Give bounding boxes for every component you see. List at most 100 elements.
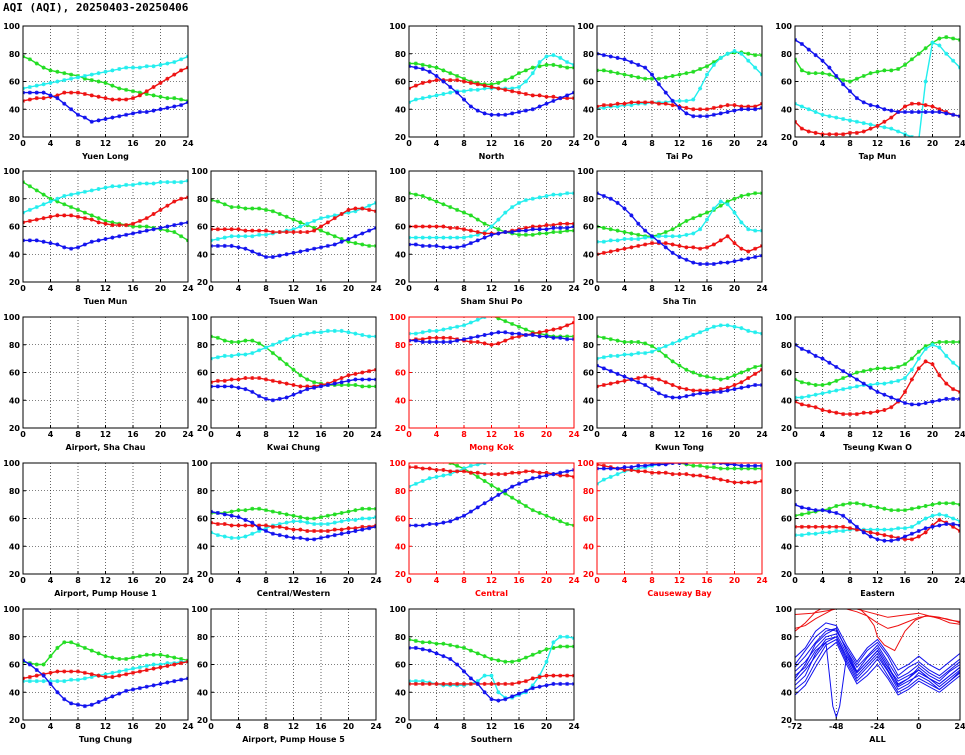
x-tick-label: 24 bbox=[182, 139, 194, 148]
data-point-green bbox=[243, 206, 248, 211]
data-point-red bbox=[236, 523, 241, 528]
data-point-blue bbox=[503, 230, 508, 235]
data-point-green bbox=[413, 61, 418, 66]
data-point-cyan bbox=[165, 180, 170, 185]
data-point-blue bbox=[650, 387, 654, 392]
x-tick-label: 12 bbox=[100, 139, 111, 148]
data-point-red bbox=[523, 225, 528, 230]
data-point-blue bbox=[441, 339, 446, 344]
data-point-green bbox=[725, 466, 730, 471]
data-point-cyan bbox=[923, 79, 928, 84]
data-point-red bbox=[222, 227, 227, 232]
x-tick-label: 12 bbox=[100, 430, 111, 439]
data-point-green bbox=[158, 94, 163, 99]
data-point-green bbox=[711, 60, 716, 65]
data-point-red bbox=[151, 666, 156, 671]
x-tick-label: 4 bbox=[48, 722, 54, 731]
data-point-blue bbox=[705, 114, 709, 119]
data-point-green bbox=[428, 457, 432, 461]
data-point-cyan bbox=[551, 307, 555, 311]
data-point-cyan bbox=[636, 351, 641, 356]
y-tick-label: 20 bbox=[781, 716, 793, 725]
data-point-blue bbox=[158, 107, 163, 112]
data-point-blue bbox=[636, 380, 641, 385]
y-tick-label: 100 bbox=[577, 167, 594, 176]
data-point-blue bbox=[468, 241, 473, 246]
panel-label: Causeway Bay bbox=[647, 589, 712, 598]
data-point-cyan bbox=[622, 352, 627, 357]
plot-area bbox=[409, 634, 574, 703]
data-point-cyan bbox=[629, 236, 634, 241]
data-point-red bbox=[325, 220, 330, 225]
data-point-cyan bbox=[937, 43, 942, 48]
data-point-green bbox=[510, 495, 515, 500]
data-point-green bbox=[117, 86, 122, 91]
data-point-cyan bbox=[144, 181, 149, 186]
x-tick-label: 24 bbox=[370, 430, 382, 439]
x-tick-label: 12 bbox=[288, 430, 299, 439]
data-point-cyan bbox=[753, 330, 758, 335]
data-point-red bbox=[96, 94, 101, 99]
data-point-blue bbox=[799, 42, 804, 47]
data-point-blue bbox=[746, 463, 751, 468]
data-point-green bbox=[435, 458, 439, 462]
data-point-blue bbox=[909, 531, 914, 536]
data-point-blue bbox=[951, 396, 956, 401]
data-point-cyan bbox=[930, 40, 935, 45]
data-point-cyan bbox=[739, 326, 744, 331]
y-tick-label: 20 bbox=[583, 570, 595, 579]
data-point-red bbox=[270, 230, 275, 235]
data-point-green bbox=[601, 225, 606, 230]
data-point-green bbox=[923, 504, 928, 509]
y-tick-label: 40 bbox=[197, 688, 209, 697]
data-point-red bbox=[608, 381, 613, 386]
data-point-red bbox=[413, 224, 418, 229]
data-point-cyan bbox=[719, 457, 723, 461]
data-point-green bbox=[636, 339, 641, 344]
data-point-green bbox=[89, 78, 94, 83]
x-tick-label: 12 bbox=[674, 139, 685, 148]
data-point-green bbox=[854, 501, 859, 506]
data-point-red bbox=[455, 681, 460, 686]
data-point-blue bbox=[930, 399, 935, 404]
data-point-red bbox=[434, 681, 439, 686]
data-point-red bbox=[705, 245, 709, 250]
y-tick-label: 60 bbox=[197, 223, 209, 232]
data-point-red bbox=[951, 524, 956, 529]
data-point-cyan bbox=[677, 98, 682, 103]
data-point-cyan bbox=[89, 188, 94, 193]
y-tick-label: 40 bbox=[395, 542, 407, 551]
x-tick-label: 4 bbox=[236, 430, 242, 439]
data-point-cyan bbox=[677, 338, 682, 343]
x-tick-label: 0 bbox=[20, 430, 26, 439]
x-tick-label: 8 bbox=[461, 430, 467, 439]
data-point-cyan bbox=[608, 353, 613, 358]
data-point-blue bbox=[34, 238, 39, 243]
y-tick-label: 20 bbox=[9, 133, 21, 142]
data-point-cyan bbox=[841, 116, 846, 121]
y-tick-label: 40 bbox=[9, 396, 21, 405]
data-point-red bbox=[179, 661, 184, 666]
data-point-red bbox=[684, 105, 689, 110]
data-point-red bbox=[601, 103, 606, 108]
data-point-blue bbox=[325, 243, 330, 248]
y-tick-label: 100 bbox=[3, 313, 20, 322]
data-point-green bbox=[923, 46, 928, 51]
data-point-green bbox=[889, 366, 894, 371]
data-point-blue bbox=[629, 377, 634, 382]
data-point-red bbox=[677, 472, 682, 477]
data-point-blue bbox=[608, 369, 613, 374]
data-point-blue bbox=[27, 662, 32, 667]
data-point-red bbox=[544, 470, 549, 475]
data-point-blue bbox=[332, 242, 337, 247]
data-point-blue bbox=[257, 252, 262, 257]
x-tick-label: 4 bbox=[48, 139, 54, 148]
y-tick-label: 100 bbox=[775, 313, 792, 322]
data-point-green bbox=[602, 450, 606, 454]
data-point-green bbox=[332, 512, 337, 517]
data-point-cyan bbox=[117, 669, 122, 674]
data-point-blue bbox=[558, 225, 563, 230]
